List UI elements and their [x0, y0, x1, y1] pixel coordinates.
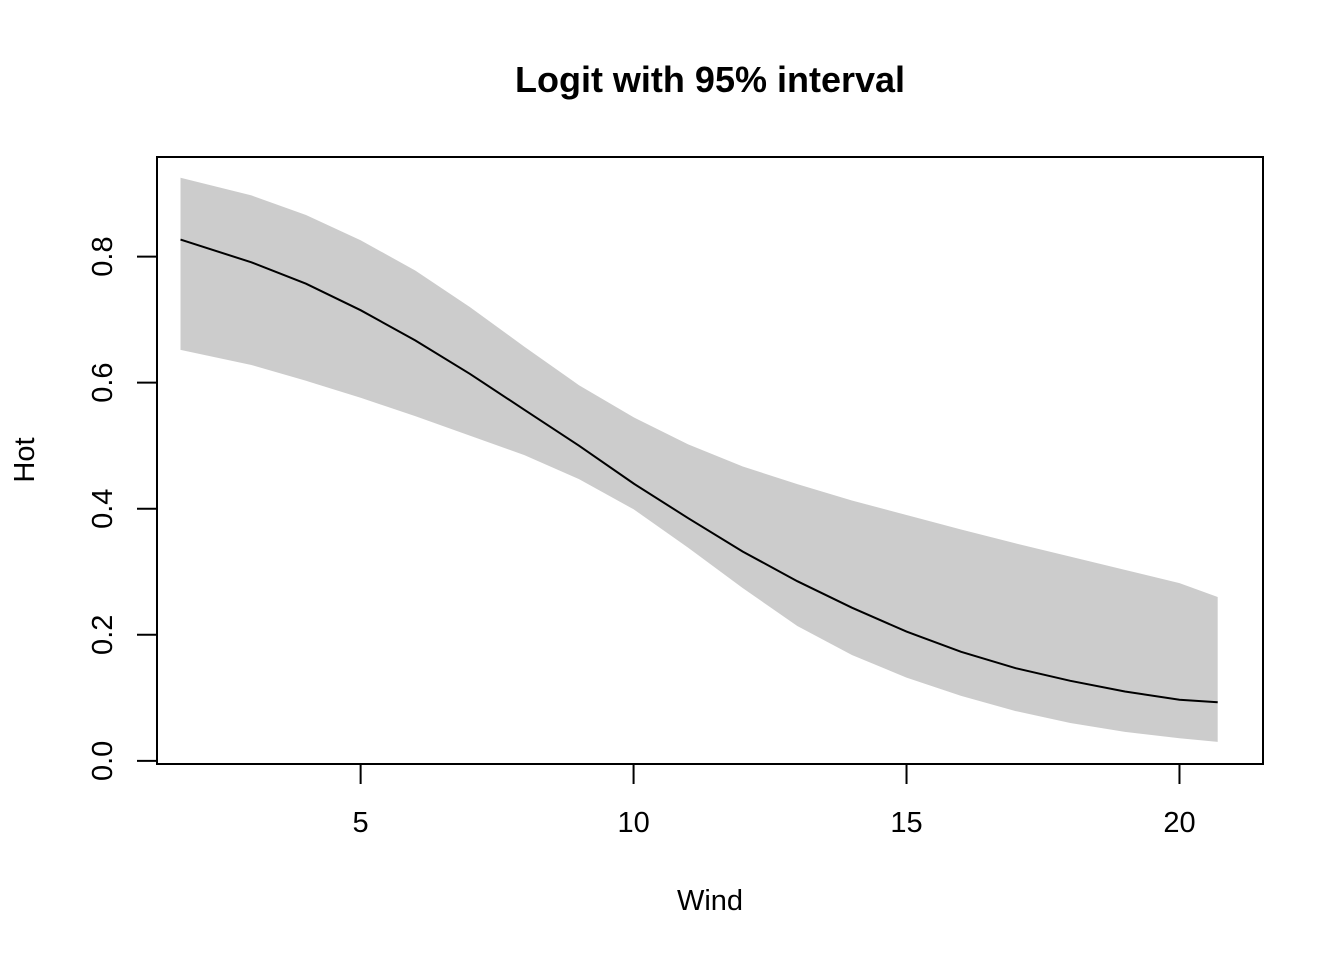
chart-title: Logit with 95% interval	[515, 59, 905, 100]
y-axis: 0.0 0.2 0.4 0.6 0.8	[87, 236, 158, 781]
x-axis-label: Wind	[677, 885, 743, 917]
confidence-interval-band	[180, 177, 1218, 742]
fitted-probability-line	[180, 238, 1218, 704]
x-tick-label: 5	[353, 807, 369, 839]
y-tick-label: 0.8	[87, 236, 119, 276]
x-tick-label: 15	[890, 807, 922, 839]
y-tick-label: 0.4	[87, 489, 119, 529]
y-tick-label: 0.2	[87, 615, 119, 655]
x-tick-label: 10	[617, 807, 649, 839]
y-axis-label: Hot	[9, 437, 41, 482]
y-tick-label: 0.6	[87, 362, 119, 402]
x-tick-label: 20	[1163, 807, 1195, 839]
y-tick-label: 0.0	[87, 741, 119, 781]
x-axis: 5 10 15 20	[353, 763, 1196, 839]
plot-area	[156, 156, 1264, 765]
